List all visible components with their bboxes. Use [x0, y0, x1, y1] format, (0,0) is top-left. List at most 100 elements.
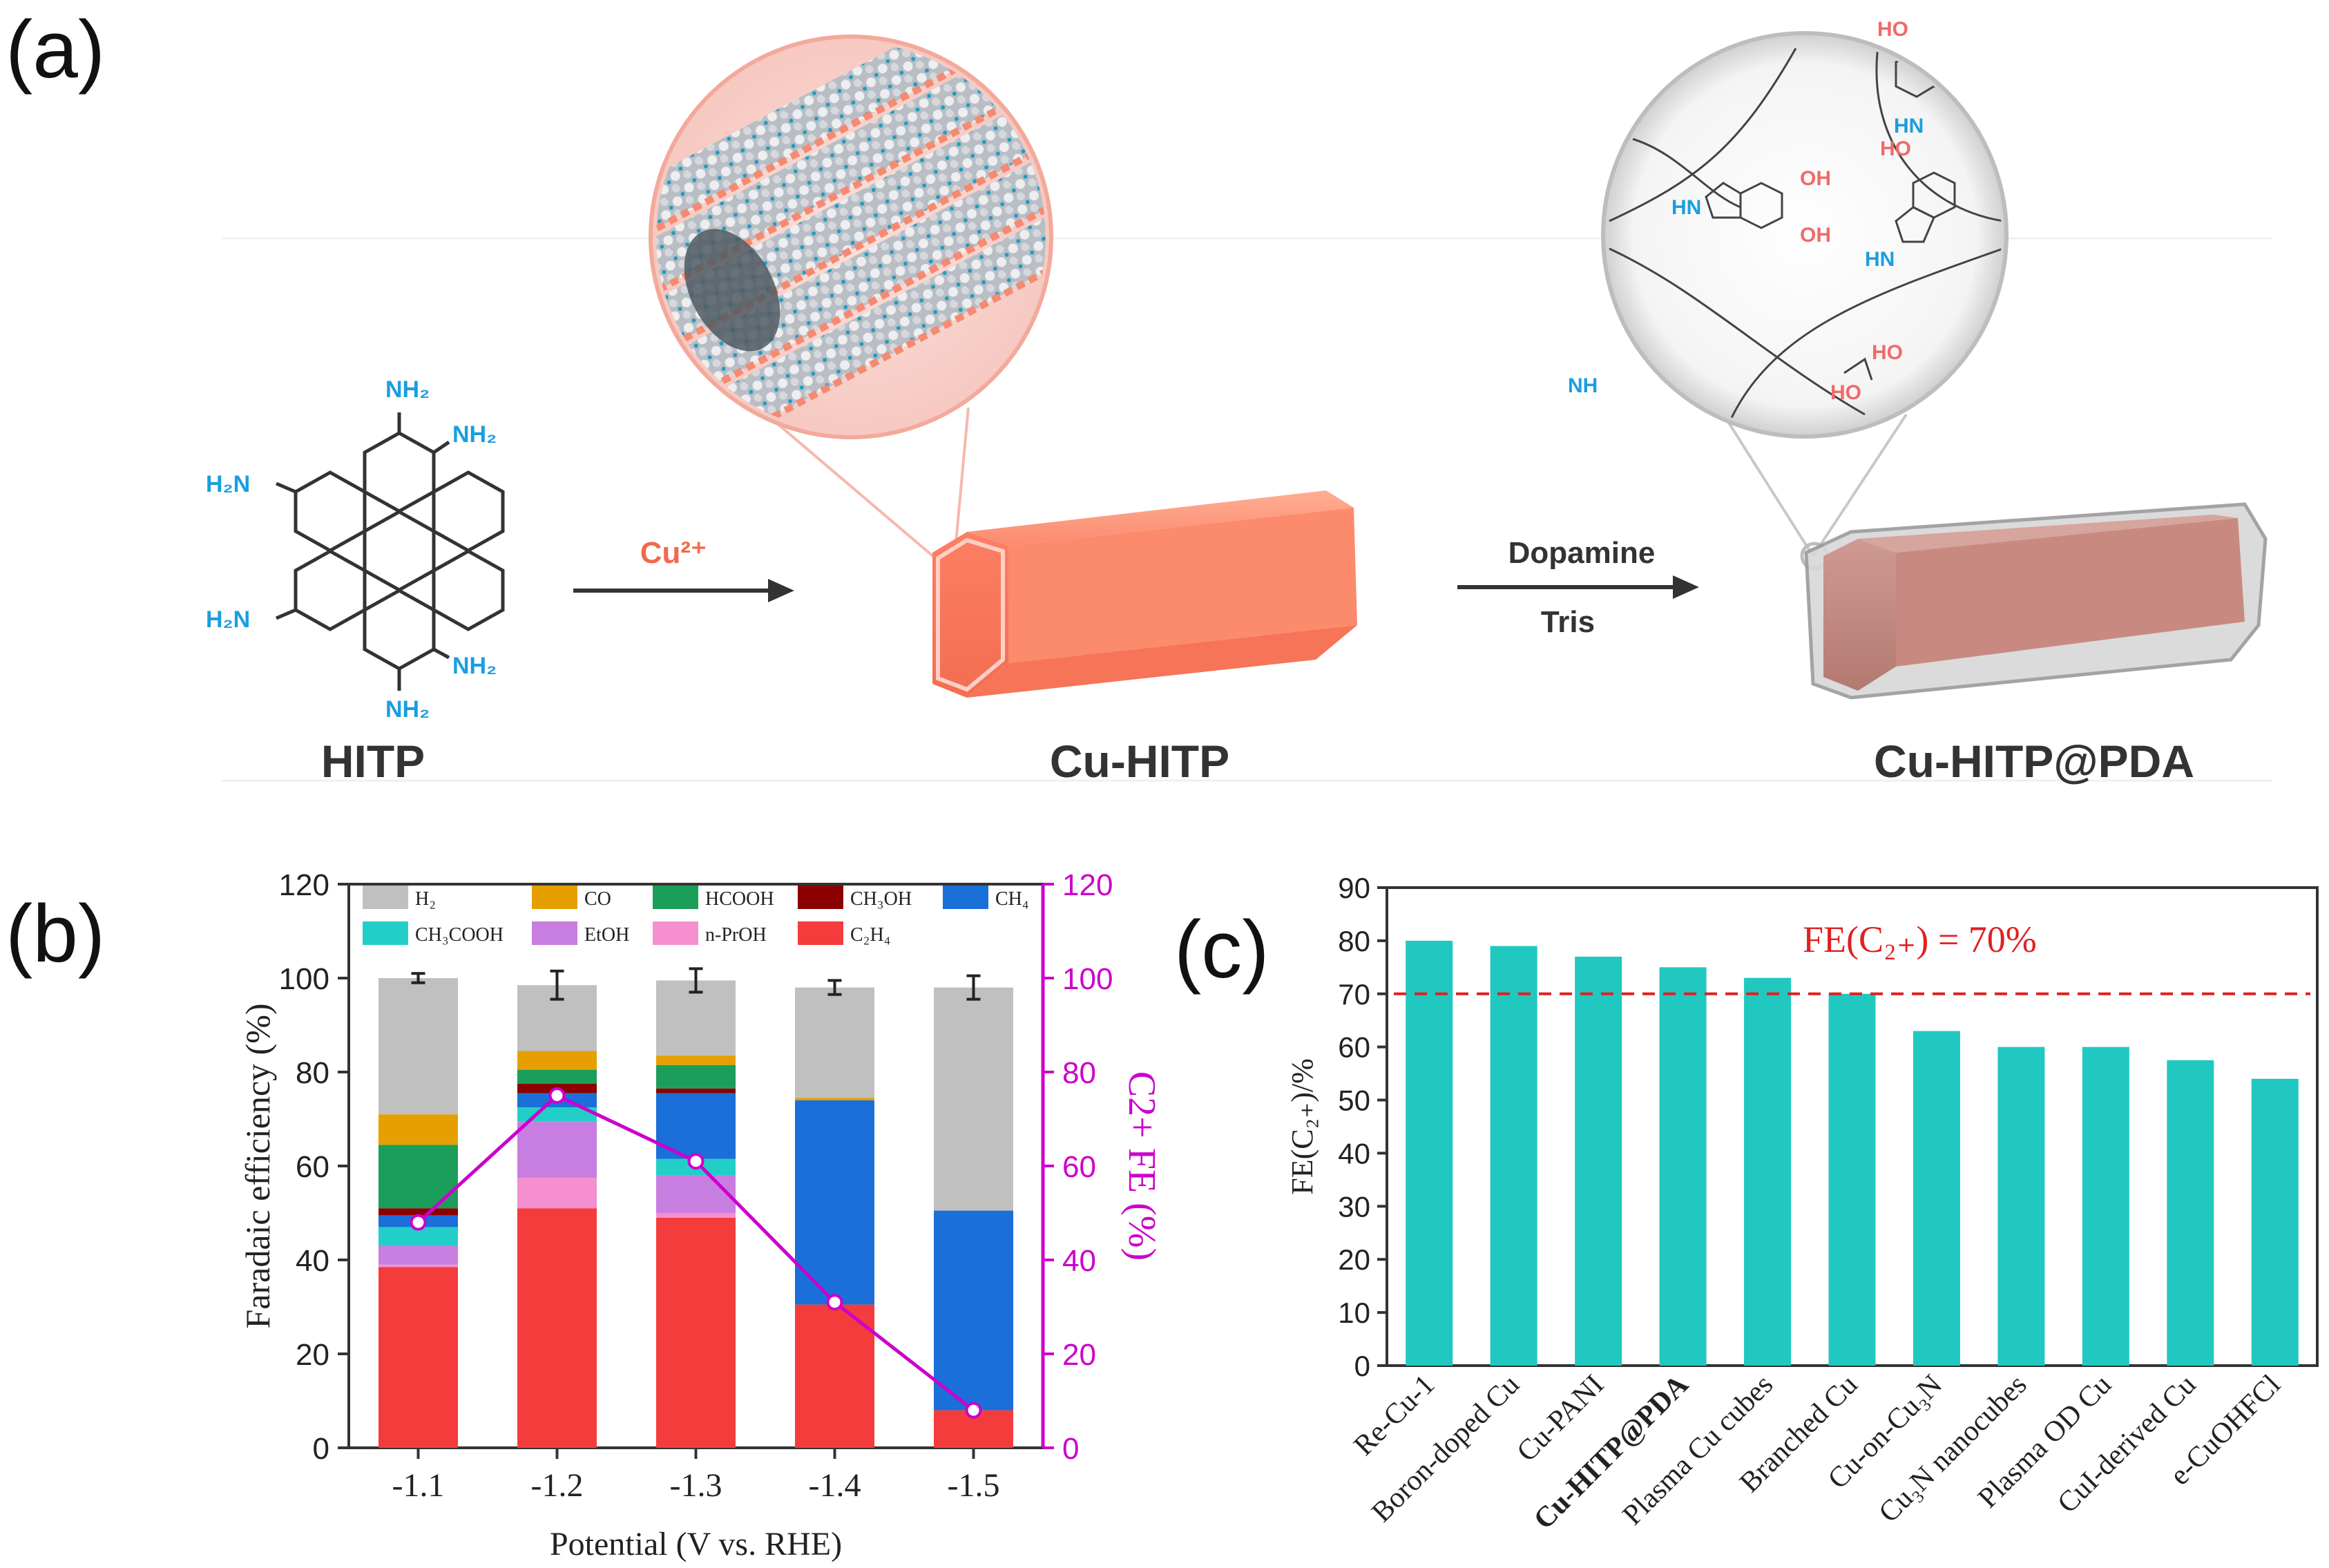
bar-c [1659, 967, 1707, 1366]
reaction-arrow-1: Cu²⁺ [573, 536, 794, 602]
hn-label: HN [1865, 248, 1895, 271]
legend-swatch-b [653, 886, 698, 909]
oh-label: OH [1800, 224, 1831, 247]
legend-label-b: H₂ [415, 888, 436, 910]
panel-c-label: (c) [1174, 904, 1269, 995]
ho-label: HO [1880, 137, 1911, 160]
bar-segment-ch4 [795, 1100, 874, 1305]
bar-c [1828, 993, 1876, 1366]
pda-zoom: HO HN OH HN OH HO HN NH HO HO [1568, 18, 2009, 571]
y-tick-label-b: 120 [279, 868, 329, 902]
bar-segment-co [517, 1051, 597, 1070]
legend-label-b: C₂H₄ [850, 924, 890, 946]
bar-segment-h2 [378, 978, 458, 1115]
legend-swatch-b [943, 886, 988, 909]
x-tick-label-b: -1.5 [948, 1467, 1000, 1504]
legend-label-b: CH₄ [995, 888, 1029, 910]
bar-segment-nproh [378, 1264, 458, 1268]
y-tick-label-b: 40 [296, 1244, 329, 1278]
y-tick-label-b: 20 [296, 1338, 329, 1372]
y2-tick-label-b: 0 [1062, 1432, 1079, 1466]
bar-c [1913, 1031, 1960, 1366]
legend-swatch-b [653, 921, 698, 945]
panel-a: (a) NH₂ NH₂ H₂N H₂N NH₂ NH₂ [6, 4, 2272, 787]
bar-segment-ch4 [934, 1210, 1013, 1411]
h2n-label: H₂N [206, 606, 250, 633]
bar-segment-etoh [378, 1245, 458, 1265]
y2-tick-label-b: 100 [1062, 962, 1113, 996]
x-tick-label-c: Cu₃N nanocubes [1873, 1369, 2033, 1529]
y-tick-label-c: 30 [1338, 1190, 1370, 1223]
c2-fe-point [548, 1087, 566, 1104]
bar-c [2251, 1078, 2299, 1366]
c2-fe-point [687, 1153, 705, 1170]
nh2-label: NH₂ [452, 421, 497, 448]
legend-swatch-b [532, 921, 577, 945]
legend-label-b: EtOH [584, 924, 629, 946]
y-tick-label-c: 20 [1338, 1243, 1370, 1276]
bar-segment-ch3oh [656, 1088, 736, 1093]
y-tick-label-c: 70 [1338, 978, 1370, 1011]
y-axis-label-c: FE(C₂₊)/% [1285, 1058, 1319, 1194]
bar-c [2167, 1060, 2214, 1366]
y-tick-label-c: 90 [1338, 872, 1370, 904]
y2-tick-label-b: 120 [1062, 868, 1113, 902]
hn-label: HN [1894, 115, 1924, 137]
x-axis-label-b: Potential (V vs. RHE) [550, 1526, 842, 1562]
c2-fe-point [826, 1294, 843, 1311]
y-tick-label-c: 80 [1338, 925, 1370, 957]
bar-c [1406, 940, 1453, 1366]
tris-label: Tris [1541, 605, 1595, 639]
ho-label: HO [1830, 381, 1861, 404]
cu-hitp-name: Cu-HITP [1050, 736, 1229, 787]
bar-segment-c2h4 [656, 1217, 736, 1448]
bar-segment-ch3cooh [517, 1107, 597, 1122]
legend-label-b: CH₃COOH [415, 924, 504, 946]
hn-label: HN [1671, 196, 1701, 219]
cu-ion-label: Cu²⁺ [640, 536, 707, 570]
y-tick-label-c: 50 [1338, 1084, 1370, 1117]
panel-b-label: (b) [6, 888, 105, 979]
y-tick-label-c: 40 [1338, 1137, 1370, 1169]
c2-fe-point [965, 1402, 982, 1419]
y2-tick-label-b: 80 [1062, 1056, 1096, 1090]
x-tick-label-b: -1.1 [392, 1467, 445, 1504]
y-tick-label-b: 0 [313, 1432, 329, 1466]
panel-c: (c) 0102030405060708090Re-Cu-1Boron-dope… [1174, 872, 2319, 1536]
legend-swatch-b [363, 886, 408, 909]
y-tick-label-c: 10 [1338, 1297, 1370, 1329]
x-tick-label-b: -1.4 [809, 1467, 861, 1504]
oh-label: OH [1800, 167, 1831, 190]
bar-segment-c2h4 [517, 1208, 597, 1448]
x-tick-label-c: Plasma Cu cubes [1617, 1369, 1779, 1531]
legend-label-b: HCOOH [705, 888, 774, 910]
panel-b: (b) 0 0 20 20 40 40 60 60 80 80 100 100 120 120 -1.1 -1… [6, 868, 1163, 1562]
bar-c [1744, 977, 1792, 1366]
bar-segment-c2h4 [795, 1304, 874, 1448]
y2-tick-label-b: 40 [1062, 1244, 1096, 1278]
y2-tick-label-b: 20 [1062, 1338, 1096, 1372]
bar-c [1490, 946, 1537, 1366]
bar-segment-nproh [656, 1213, 736, 1218]
ho-label: HO [1877, 18, 1908, 41]
legend-swatch-b [798, 921, 843, 945]
reference-label: FE(C₂₊) = 70% [1803, 919, 2037, 960]
legend-label-b: CO [584, 888, 611, 910]
bar-segment-co [795, 1098, 874, 1100]
legend-swatch-b [532, 886, 577, 909]
hitp-labels: NH₂ NH₂ H₂N H₂N NH₂ NH₂ [206, 376, 497, 723]
bar-segment-h2 [795, 987, 874, 1098]
bar-segment-c2h4 [378, 1267, 458, 1448]
legend-swatch-b [798, 886, 843, 909]
y-tick-label-b: 100 [279, 962, 329, 996]
bar-segment-hcooh [517, 1069, 597, 1084]
bar-segment-co [378, 1114, 458, 1145]
nh-label: NH [1568, 374, 1598, 397]
bar-segment-etoh [656, 1175, 736, 1213]
y-tick-label-c: 0 [1354, 1350, 1370, 1382]
dopamine-label: Dopamine [1508, 536, 1656, 570]
x-tick-label-c: Cu-HITP@PDA [1528, 1368, 1695, 1536]
h2n-label: H₂N [206, 471, 250, 497]
hitp-name: HITP [321, 736, 425, 787]
